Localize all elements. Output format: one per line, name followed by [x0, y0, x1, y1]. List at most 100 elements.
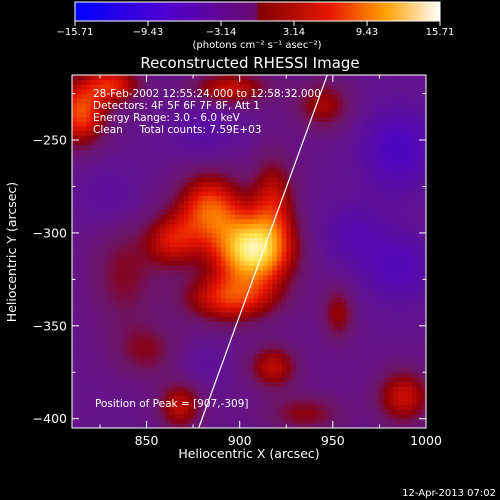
- heatmap-cell: [90, 237, 96, 243]
- heatmap-cell: [356, 386, 362, 392]
- heatmap-cell: [272, 270, 278, 276]
- heatmap-cell: [174, 181, 180, 187]
- heatmap-cell: [151, 423, 157, 428]
- heatmap-cell: [76, 330, 82, 336]
- heatmap-cell: [267, 339, 273, 345]
- heatmap-cell: [318, 223, 324, 229]
- heatmap-cell: [99, 307, 106, 313]
- heatmap-cell: [132, 223, 138, 229]
- heatmap-cell: [356, 414, 362, 420]
- heatmap-cell: [356, 330, 362, 336]
- heatmap-cell: [95, 330, 101, 336]
- heatmap-cell: [416, 395, 422, 401]
- heatmap-cell: [225, 149, 231, 155]
- heatmap-cell: [225, 284, 231, 290]
- heatmap-cell: [295, 330, 301, 336]
- heatmap-cell: [76, 209, 82, 215]
- heatmap-cell: [90, 381, 96, 387]
- heatmap-cell: [193, 181, 199, 187]
- heatmap-cell: [351, 177, 357, 183]
- heatmap-cell: [225, 242, 231, 248]
- heatmap-cell: [169, 130, 175, 136]
- heatmap-cell: [365, 302, 371, 308]
- heatmap-cell: [374, 330, 380, 336]
- heatmap-cell: [416, 130, 422, 136]
- heatmap-cell: [304, 218, 310, 225]
- heatmap-cell: [309, 167, 315, 173]
- heatmap-cell: [127, 335, 133, 341]
- heatmap-cell: [337, 302, 343, 308]
- heatmap-cell: [123, 223, 129, 229]
- heatmap-cell: [211, 144, 217, 150]
- heatmap-cell: [356, 353, 362, 359]
- heatmap-cell: [332, 135, 338, 141]
- heatmap-cell: [328, 270, 334, 276]
- heatmap-cell: [262, 163, 269, 169]
- heatmap-cell: [95, 311, 101, 317]
- heatmap-cell: [118, 242, 124, 248]
- heatmap-cell: [346, 293, 352, 299]
- heatmap-cell: [183, 339, 189, 345]
- heatmap-cell: [346, 409, 352, 415]
- heatmap-cell: [295, 362, 301, 369]
- heatmap-cell: [183, 246, 189, 252]
- heatmap-cell: [197, 228, 203, 234]
- heatmap-cell: [318, 172, 324, 178]
- heatmap-cell: [211, 214, 217, 220]
- heatmap-cell: [356, 288, 362, 294]
- heatmap-cell: [160, 349, 166, 355]
- heatmap-cell: [137, 353, 143, 359]
- heatmap-cell: [132, 344, 138, 350]
- heatmap-cell: [360, 251, 366, 257]
- heatmap-cell: [318, 321, 324, 327]
- heatmap-cell: [258, 386, 264, 392]
- heatmap-cell: [109, 228, 115, 234]
- heatmap-cell: [188, 121, 194, 127]
- heatmap-cell: [95, 153, 101, 159]
- heatmap-cell: [132, 330, 138, 336]
- heatmap-cell: [244, 177, 250, 183]
- heatmap-cell: [351, 181, 357, 187]
- heatmap-cell: [169, 144, 175, 150]
- heatmap-cell: [132, 418, 138, 424]
- heatmap-cell: [132, 126, 138, 132]
- heatmap-cell: [165, 172, 171, 178]
- heatmap-cell: [123, 372, 129, 378]
- heatmap-cell: [72, 149, 78, 155]
- heatmap-cell: [421, 256, 426, 262]
- heatmap-cell: [342, 284, 348, 290]
- heatmap-cell: [323, 191, 329, 197]
- heatmap-cell: [151, 209, 157, 215]
- heatmap-cell: [211, 358, 217, 364]
- heatmap-cell: [314, 349, 320, 355]
- heatmap-cell: [304, 284, 310, 290]
- heatmap-cell: [360, 167, 366, 173]
- heatmap-cell: [272, 205, 278, 211]
- heatmap-cell: [337, 335, 343, 341]
- heatmap-cell: [81, 293, 87, 299]
- heatmap-cell: [346, 358, 352, 364]
- heatmap-cell: [281, 386, 287, 392]
- heatmap-cell: [314, 140, 320, 146]
- heatmap-cell: [202, 265, 208, 271]
- heatmap-cell: [197, 307, 203, 313]
- heatmap-cell: [328, 265, 334, 271]
- heatmap-cell: [85, 311, 92, 317]
- heatmap-cell: [137, 256, 143, 262]
- heatmap-cell: [169, 205, 175, 211]
- heatmap-cell: [365, 181, 371, 187]
- heatmap-cell: [244, 237, 250, 243]
- heatmap-cell: [183, 126, 189, 132]
- heatmap-cell: [221, 330, 227, 336]
- heatmap-cell: [286, 288, 292, 294]
- heatmap-cell: [370, 390, 376, 396]
- heatmap-cell: [132, 335, 138, 341]
- heatmap-cell: [230, 376, 236, 382]
- heatmap-cell: [137, 358, 143, 364]
- heatmap-cell: [360, 205, 366, 211]
- heatmap-cell: [76, 404, 82, 410]
- heatmap-cell: [188, 339, 194, 345]
- heatmap-cell: [262, 335, 269, 341]
- heatmap-cell: [309, 353, 315, 359]
- heatmap-cell: [290, 330, 296, 336]
